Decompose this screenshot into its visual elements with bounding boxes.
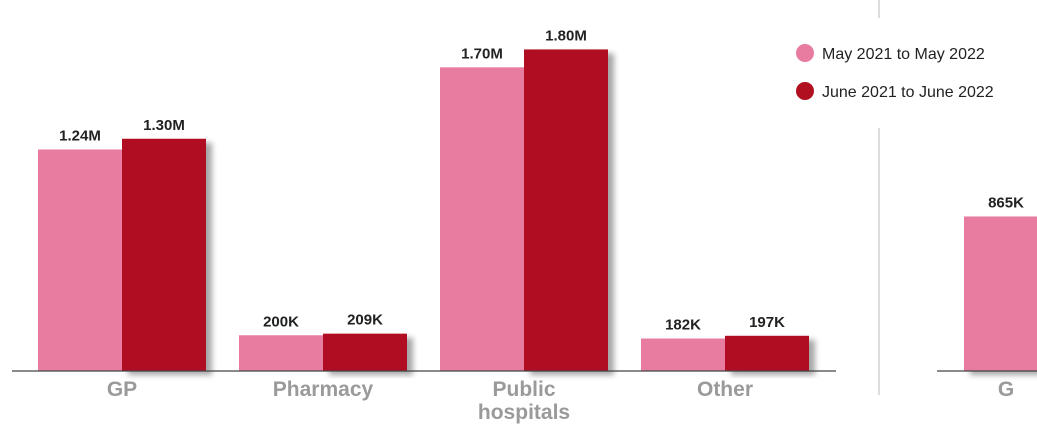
bar-pharmacy-may (239, 335, 323, 371)
value-label-pharmacy-may: 200K (263, 313, 299, 330)
value-labels-group-second: 865K (988, 194, 1024, 211)
bar-other-may (641, 338, 725, 371)
category-labels-group: GP Pharmacy Public hospitals Other (107, 378, 753, 424)
main-bar-chart: 1.24M 1.30M 200K 209K 1.70M 1.80M 182K 197K GP P… (12, 27, 836, 424)
bars-group-second (964, 216, 1037, 371)
bars-group (38, 49, 809, 371)
legend-swatch-may (796, 44, 814, 62)
legend: May 2021 to May 2022 June 2021 to June 2… (796, 44, 994, 101)
category-label-other: Other (697, 378, 753, 401)
value-label-gp-may: 1.24M (59, 127, 101, 144)
category-labels-group-second: G (998, 378, 1014, 401)
value-label-public-hospitals-may: 1.70M (461, 45, 503, 62)
bar-pharmacy-june (323, 333, 407, 371)
category-label-gp: GP (107, 378, 137, 401)
value-labels-group: 1.24M 1.30M 200K 209K 1.70M 1.80M 182K 197K (59, 27, 785, 333)
category-label-g: G (998, 378, 1014, 401)
value-label-gp-june: 1.30M (143, 117, 185, 134)
value-label-g-may: 865K (988, 194, 1024, 211)
category-label-pharmacy: Pharmacy (273, 378, 374, 401)
bar-g-may (964, 216, 1037, 371)
bar-gp-june (122, 138, 206, 371)
legend-swatch-june (796, 82, 814, 100)
value-label-other-june: 197K (749, 314, 785, 331)
bar-public-hospitals-may (440, 67, 524, 371)
category-label-public-hospitals: Public hospitals (478, 378, 570, 424)
value-label-public-hospitals-june: 1.80M (545, 27, 587, 44)
bar-public-hospitals-june (524, 49, 608, 371)
bar-gp-may (38, 149, 122, 371)
bar-other-june (725, 335, 809, 371)
legend-label-june: June 2021 to June 2022 (822, 84, 994, 101)
value-label-other-may: 182K (665, 316, 701, 333)
value-label-pharmacy-june: 209K (347, 312, 383, 329)
second-bar-chart-partial: 865K G (937, 194, 1037, 401)
legend-label-may: May 2021 to May 2022 (822, 46, 985, 63)
